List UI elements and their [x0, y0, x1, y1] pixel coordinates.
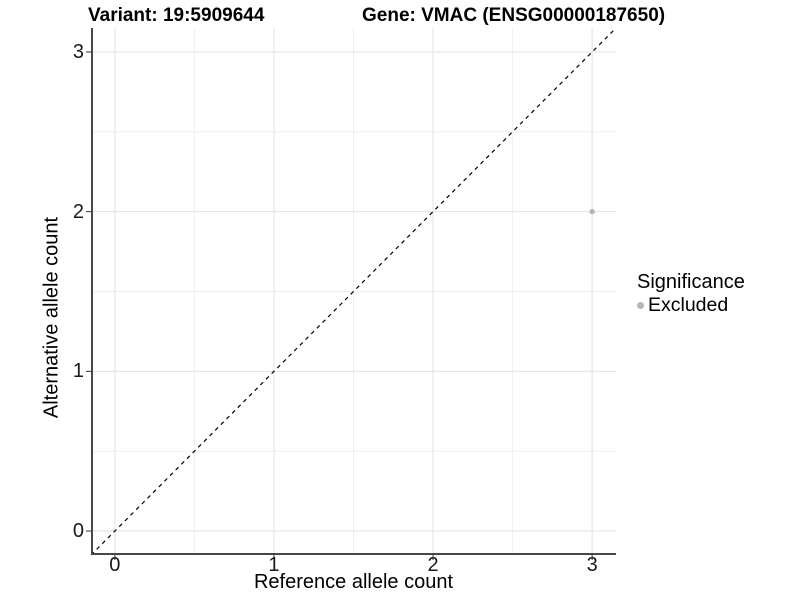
y-tick-label: 3: [72, 40, 84, 63]
x-axis-title: Reference allele count: [253, 571, 453, 593]
plot-canvas: [86, 27, 617, 560]
x-tick-label: 1: [268, 554, 280, 576]
legend-item-label: Excluded: [648, 294, 729, 316]
variant-title: Variant: 19:5909644: [88, 5, 265, 26]
gene-title: Gene: VMAC (ENSG00000187650): [362, 5, 666, 26]
legend-point-icon: [637, 302, 644, 309]
x-tick-label: 2: [427, 554, 439, 576]
plot-panel: [86, 27, 617, 560]
x-tick-label: 3: [586, 554, 598, 576]
identity-line: [90, 27, 617, 556]
y-tick-label: 1: [72, 360, 84, 383]
legend-item-excluded: Excluded: [637, 294, 745, 317]
y-tick-label: 2: [72, 200, 84, 223]
x-tick-label: 0: [109, 554, 121, 576]
data-point: [589, 208, 595, 215]
legend-title: Significance: [637, 271, 745, 293]
y-tick-label: 0: [72, 520, 84, 543]
legend: Significance Excluded: [637, 271, 745, 317]
